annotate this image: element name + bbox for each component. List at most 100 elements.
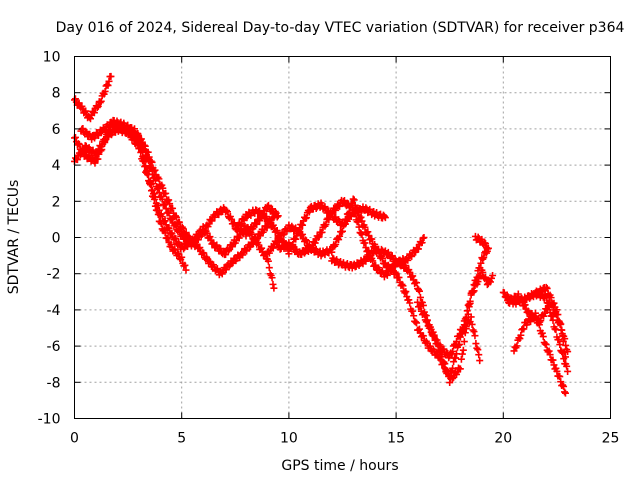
data-point: [107, 72, 115, 80]
data-point: [553, 367, 561, 375]
data-point: [469, 326, 477, 334]
y-tick-label: -2: [47, 267, 61, 283]
data-point: [430, 331, 438, 339]
data-point: [335, 236, 343, 244]
data-point: [415, 286, 423, 294]
data-point: [556, 373, 564, 381]
data-point: [442, 366, 450, 374]
data-points: [71, 72, 572, 397]
data-point: [398, 280, 406, 288]
data-point: [419, 309, 427, 317]
data-point: [285, 250, 293, 258]
data-point: [560, 382, 568, 390]
data-point: [555, 336, 563, 344]
data-point: [465, 303, 473, 311]
data-point: [458, 350, 466, 358]
data-point: [349, 195, 357, 203]
data-point: [516, 335, 524, 343]
data-point: [361, 239, 369, 247]
data-point: [222, 251, 230, 259]
data-point: [449, 374, 457, 382]
y-tick-label: -4: [47, 303, 61, 319]
data-point: [169, 204, 177, 212]
y-tick-label: 6: [52, 122, 61, 138]
data-point: [300, 249, 308, 257]
data-point: [155, 175, 163, 183]
data-point: [408, 252, 416, 260]
y-tick-label: 8: [52, 86, 61, 102]
data-point: [265, 264, 273, 272]
data-point: [542, 341, 550, 349]
series-track-14: [510, 309, 569, 397]
axis-ticks: 0 5 10 15 20 25 -10 -8 -6 -4 -2 0 2 4 6 8 10: [38, 50, 620, 447]
data-point: [456, 365, 464, 373]
data-point: [420, 234, 428, 241]
data-point: [562, 341, 570, 349]
data-point: [561, 353, 569, 361]
data-point: [253, 220, 261, 228]
y-tick-label: -6: [47, 339, 61, 355]
series-track-8: [263, 195, 492, 380]
data-point: [383, 271, 391, 279]
data-point: [140, 141, 148, 149]
data-point: [526, 294, 534, 302]
data-point: [423, 317, 431, 325]
data-point: [159, 184, 167, 192]
data-point: [336, 232, 344, 240]
series-track-4: [77, 116, 278, 279]
data-point: [274, 212, 282, 220]
data-point: [463, 320, 471, 328]
data-point: [131, 125, 139, 133]
data-point: [299, 221, 307, 229]
series-track-3: [71, 124, 282, 250]
grid-layer: [74, 56, 611, 419]
chart-title: Day 016 of 2024, Sidereal Day-to-day VTE…: [56, 20, 625, 36]
data-point: [224, 247, 232, 255]
series-track-11: [471, 232, 492, 253]
data-point: [295, 227, 303, 235]
data-point: [406, 299, 414, 307]
data-point: [459, 346, 467, 354]
data-point: [252, 236, 260, 244]
data-point: [126, 129, 134, 137]
data-point: [470, 287, 478, 295]
data-point: [165, 224, 173, 232]
x-tick-label: 15: [387, 431, 405, 447]
series-track-9: [328, 244, 484, 365]
data-point: [339, 227, 346, 235]
data-point: [332, 240, 340, 248]
data-point: [399, 282, 407, 290]
data-point: [178, 253, 186, 261]
data-point: [354, 218, 362, 226]
data-point: [422, 318, 430, 326]
data-point: [478, 235, 486, 243]
data-point: [427, 325, 435, 333]
data-point: [94, 149, 102, 157]
data-point: [311, 239, 319, 247]
data-point: [542, 283, 550, 291]
y-tick-label: -8: [47, 375, 61, 391]
data-point: [441, 360, 449, 368]
data-point: [218, 270, 226, 278]
x-tick-label: 20: [494, 431, 512, 447]
data-point: [328, 248, 336, 256]
data-point: [171, 212, 179, 220]
data-point: [391, 268, 399, 276]
data-point: [200, 228, 208, 236]
data-point: [366, 253, 374, 261]
data-point: [76, 151, 84, 159]
data-point: [431, 335, 439, 343]
data-point: [224, 208, 232, 216]
data-point: [144, 171, 152, 179]
data-point: [321, 203, 329, 211]
data-point: [213, 241, 221, 249]
data-point: [180, 245, 188, 253]
data-point: [201, 227, 209, 235]
y-axis-label: SDTVAR / TECUs: [6, 180, 22, 295]
data-point: [136, 145, 144, 153]
data-point: [145, 153, 153, 161]
data-point: [437, 348, 445, 356]
data-point: [168, 229, 176, 237]
data-point: [563, 362, 571, 370]
data-point: [450, 358, 458, 366]
